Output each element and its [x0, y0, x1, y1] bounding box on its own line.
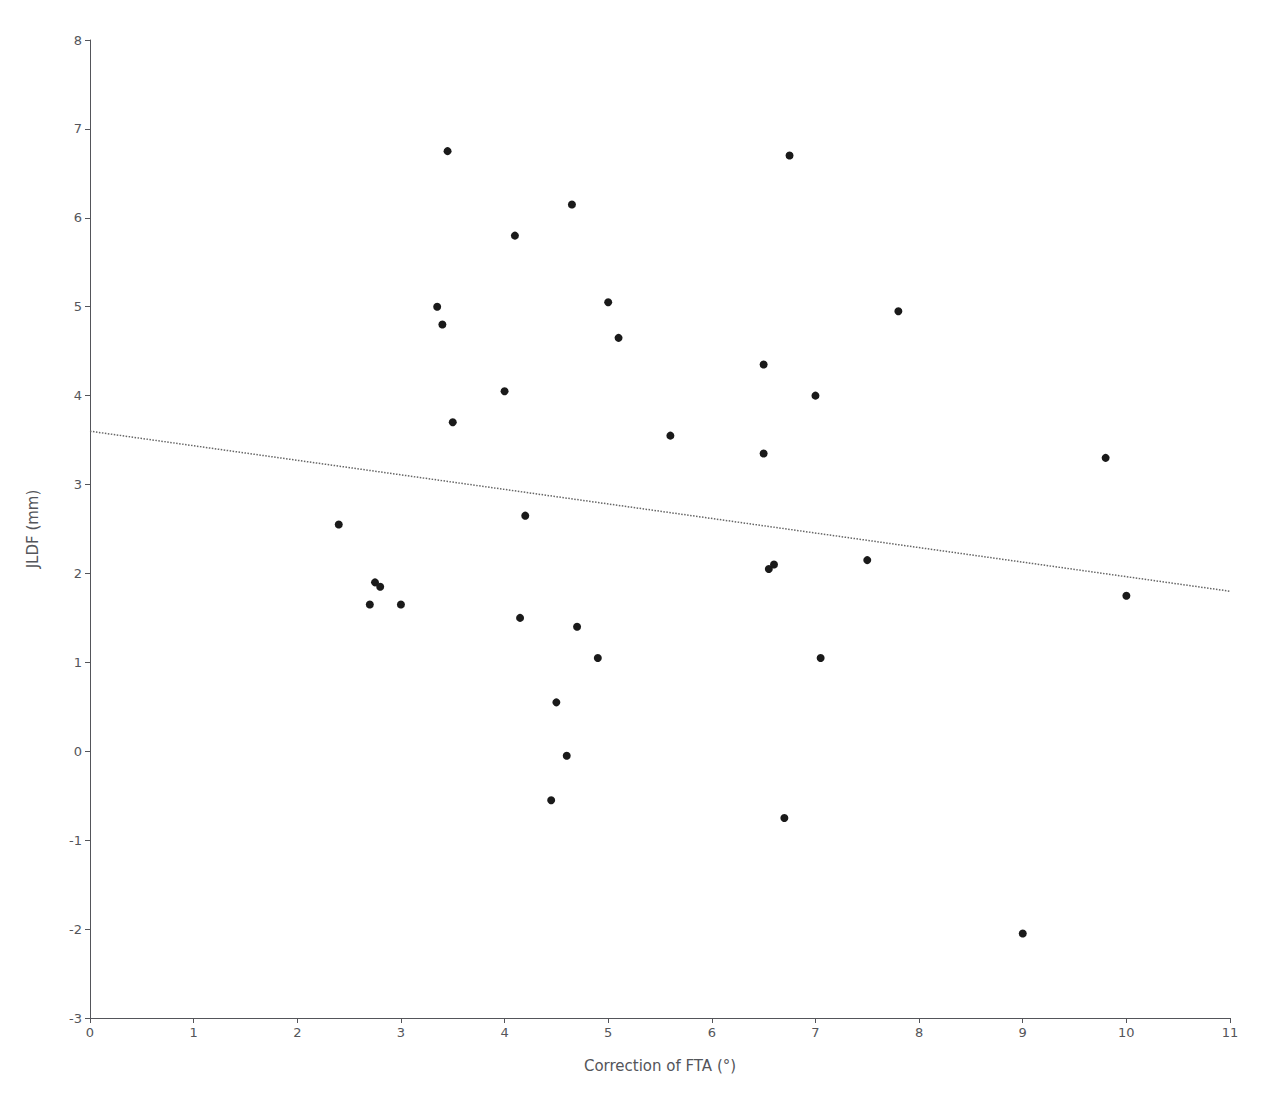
- svg-text:0: 0: [86, 1025, 94, 1040]
- svg-text:4: 4: [74, 388, 82, 403]
- svg-text:11: 11: [1222, 1025, 1239, 1040]
- svg-text:JLDF (mm): JLDF (mm): [24, 490, 42, 570]
- svg-text:7: 7: [74, 121, 82, 136]
- svg-text:8: 8: [74, 33, 82, 48]
- svg-text:3: 3: [74, 477, 82, 492]
- svg-text:2: 2: [293, 1025, 301, 1040]
- svg-text:6: 6: [708, 1025, 716, 1040]
- svg-text:1: 1: [74, 655, 82, 670]
- svg-text:5: 5: [74, 299, 82, 314]
- svg-text:5: 5: [604, 1025, 612, 1040]
- svg-text:10: 10: [1118, 1025, 1135, 1040]
- svg-text:2: 2: [74, 566, 82, 581]
- svg-text:Correction of FTA (°): Correction of FTA (°): [584, 1057, 736, 1075]
- svg-text:9: 9: [1019, 1025, 1027, 1040]
- svg-text:3: 3: [397, 1025, 405, 1040]
- svg-text:-2: -2: [69, 922, 82, 937]
- svg-text:8: 8: [915, 1025, 923, 1040]
- svg-text:-1: -1: [69, 833, 82, 848]
- svg-text:6: 6: [74, 210, 82, 225]
- svg-text:1: 1: [189, 1025, 197, 1040]
- svg-text:4: 4: [500, 1025, 508, 1040]
- svg-text:-3: -3: [69, 1011, 82, 1026]
- svg-text:7: 7: [811, 1025, 819, 1040]
- svg-text:0: 0: [74, 744, 82, 759]
